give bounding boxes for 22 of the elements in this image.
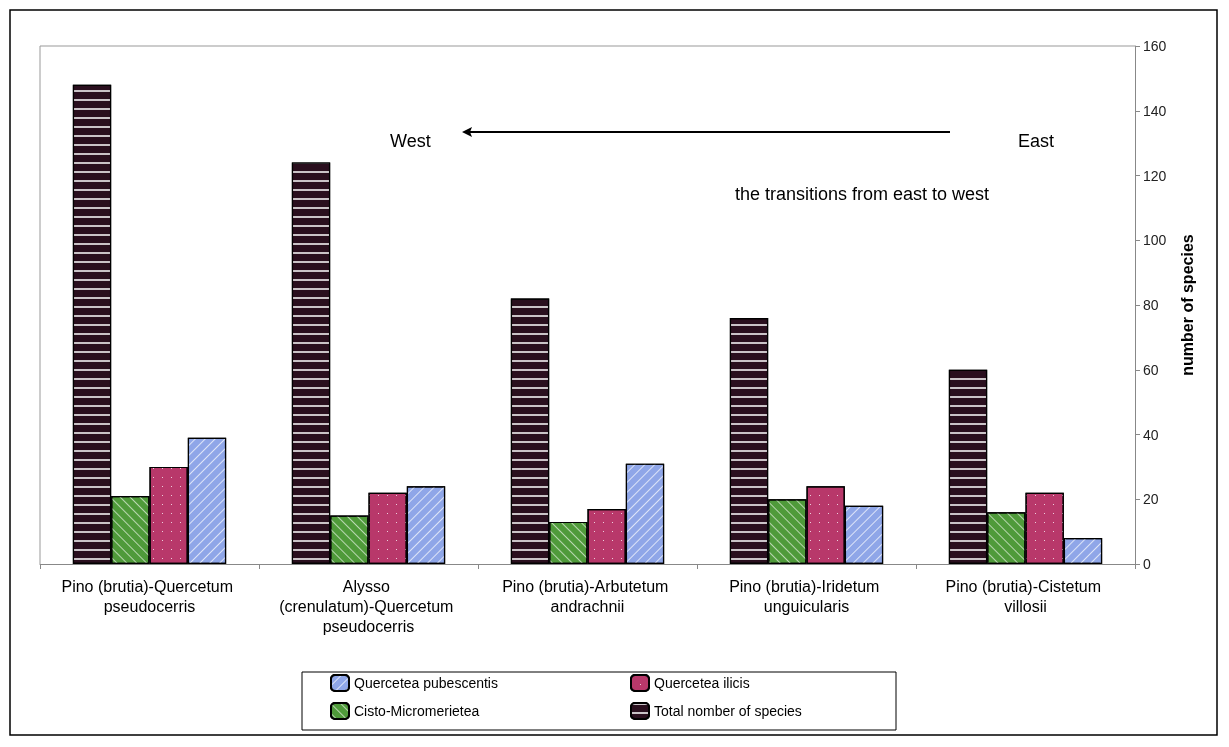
legend-label: Quercetea pubescentis	[354, 675, 498, 691]
annotation: the transitions from east to west	[735, 184, 990, 204]
legend-label: Total nomber of species	[654, 703, 802, 719]
y-tick-label: 60	[1143, 361, 1159, 378]
y-tick-label: 0	[1143, 556, 1151, 572]
x-tick-label: Alysso (crenulatum)-Quercetum pseudocerris	[279, 577, 458, 635]
annotation: East	[1017, 131, 1055, 151]
y-tick-label: 80	[1143, 297, 1159, 313]
x-tick-label: Pino (brutia)-Quercetum pseudocerris	[61, 577, 238, 615]
legend-label: Quercetea ilicis	[654, 675, 750, 691]
x-tick-label: Pino (brutia)-Arbutetum andrachnii	[502, 577, 673, 615]
y-tick-label: 100	[1143, 232, 1167, 249]
legend-label: Cisto-Micromerietea	[354, 703, 480, 719]
y-tick-label: 120	[1143, 167, 1167, 184]
y-tick-label: 20	[1143, 491, 1159, 508]
x-tick-label: Pino (brutia)-Iridetum unguicularis	[729, 577, 884, 615]
y-tick-label: 160	[1143, 38, 1167, 54]
y-axis-title: number of species	[1178, 234, 1196, 376]
x-tick-label: Pino (brutia)-Cistetum villosii	[945, 577, 1106, 615]
annotation: West	[389, 131, 431, 151]
y-tick-label: 140	[1143, 102, 1167, 119]
y-tick-label: 40	[1143, 426, 1159, 443]
